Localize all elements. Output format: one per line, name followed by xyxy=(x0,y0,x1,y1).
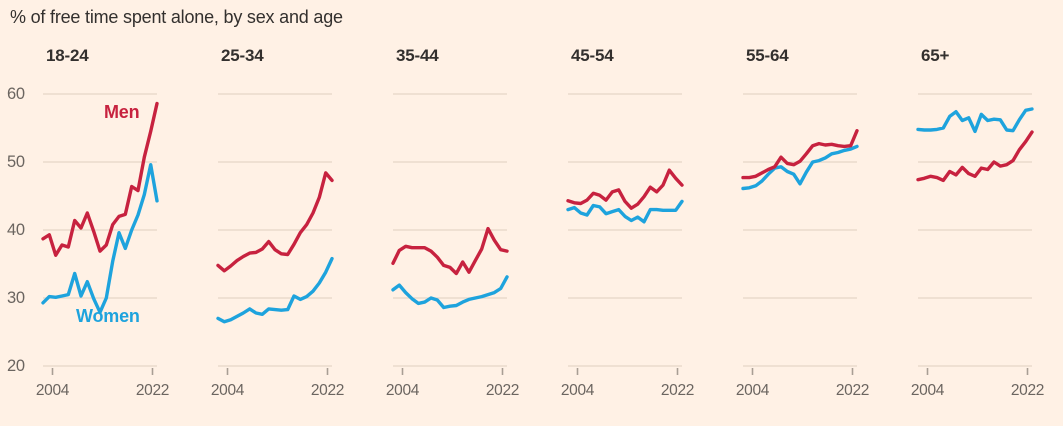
women-line xyxy=(566,199,684,224)
men-line xyxy=(741,129,859,180)
panel-plot-45-54 xyxy=(566,93,684,375)
women-line xyxy=(391,275,509,310)
x-tick-label: 2004 xyxy=(210,382,245,399)
women-line xyxy=(41,162,159,315)
men-series-label: Men xyxy=(104,102,140,122)
y-tick-label: 60 xyxy=(7,85,25,103)
x-tick-label: 2004 xyxy=(35,382,70,399)
x-tick-label: 2022 xyxy=(1010,382,1045,399)
men-line xyxy=(41,101,159,257)
men-line xyxy=(916,130,1034,183)
x-tick-label: 2022 xyxy=(660,382,695,399)
x-tick-label: 2022 xyxy=(135,382,170,399)
panel-plot-55-64 xyxy=(741,93,859,375)
age-group-header: 18-24 xyxy=(46,46,89,65)
men-line xyxy=(216,171,334,273)
x-tick-label: 2004 xyxy=(735,382,770,399)
women-line xyxy=(916,107,1034,134)
men-line xyxy=(391,226,509,276)
men-line xyxy=(566,168,684,210)
age-group-header: 35-44 xyxy=(396,46,439,65)
panel-plot-18-24 xyxy=(41,93,159,375)
women-line xyxy=(216,256,334,324)
age-group-header: 25-34 xyxy=(221,46,264,65)
x-tick-label: 2022 xyxy=(310,382,345,399)
x-tick-label: 2022 xyxy=(835,382,870,399)
women-line xyxy=(741,144,859,191)
x-tick-label: 2004 xyxy=(910,382,945,399)
x-tick-label: 2004 xyxy=(560,382,595,399)
y-tick-label: 40 xyxy=(7,221,25,239)
y-tick-label: 30 xyxy=(7,289,25,307)
x-tick-label: 2022 xyxy=(485,382,520,399)
age-group-header: 45-54 xyxy=(571,46,614,65)
chart-title: % of free time spent alone, by sex and a… xyxy=(10,7,343,27)
age-group-header: 55-64 xyxy=(746,46,789,65)
panel-plot-25-34 xyxy=(216,93,334,375)
panel-plot-65+ xyxy=(916,93,1034,375)
y-tick-label: 20 xyxy=(7,357,25,375)
x-tick-label: 2004 xyxy=(385,382,420,399)
age-group-header: 65+ xyxy=(921,46,950,65)
panel-plot-35-44 xyxy=(391,93,509,375)
women-series-label: Women xyxy=(76,306,140,326)
y-tick-label: 50 xyxy=(7,153,25,171)
